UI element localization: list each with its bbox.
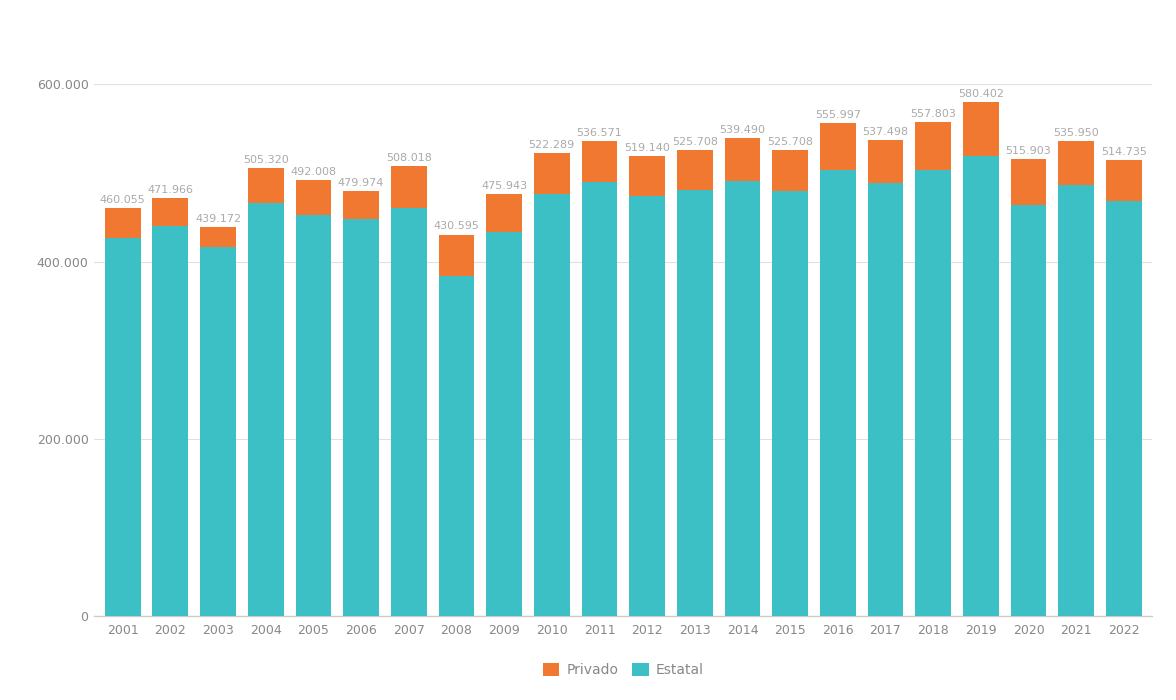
Bar: [963, 102, 998, 156]
Bar: [773, 150, 808, 190]
Bar: [486, 232, 522, 616]
Bar: [534, 195, 569, 616]
Bar: [153, 226, 188, 616]
Bar: [582, 182, 617, 616]
Bar: [1105, 202, 1142, 616]
Text: 536.571: 536.571: [576, 127, 622, 137]
Bar: [963, 156, 998, 616]
Bar: [1058, 141, 1094, 186]
Bar: [153, 198, 188, 226]
Bar: [534, 153, 569, 195]
Bar: [248, 168, 283, 203]
Text: 508.018: 508.018: [386, 153, 432, 163]
Text: 537.498: 537.498: [862, 127, 909, 136]
Text: 525.708: 525.708: [671, 137, 717, 147]
Text: 479.974: 479.974: [338, 178, 385, 188]
Bar: [295, 180, 332, 215]
Text: 519.140: 519.140: [624, 143, 670, 153]
Legend: Privado, Estatal: Privado, Estatal: [537, 658, 709, 682]
Bar: [820, 123, 856, 170]
Bar: [295, 215, 332, 616]
Text: 514.735: 514.735: [1101, 147, 1147, 157]
Bar: [439, 276, 474, 616]
Bar: [820, 170, 856, 616]
Bar: [915, 122, 951, 170]
Text: 505.320: 505.320: [242, 155, 288, 165]
Bar: [486, 195, 522, 232]
Bar: [677, 150, 713, 190]
Bar: [773, 190, 808, 616]
Text: 515.903: 515.903: [1005, 146, 1051, 156]
Text: 522.289: 522.289: [529, 140, 575, 150]
Bar: [200, 248, 236, 616]
Text: 555.997: 555.997: [815, 111, 861, 120]
Bar: [582, 141, 617, 182]
Bar: [868, 183, 903, 616]
Bar: [390, 208, 427, 616]
Text: 460.055: 460.055: [100, 195, 146, 205]
Text: 525.708: 525.708: [767, 137, 813, 147]
Bar: [724, 181, 761, 616]
Bar: [248, 203, 283, 616]
Text: 492.008: 492.008: [290, 167, 336, 177]
Bar: [1058, 186, 1094, 616]
Bar: [915, 170, 951, 616]
Bar: [677, 190, 713, 616]
Text: 557.803: 557.803: [910, 108, 956, 119]
Text: 471.966: 471.966: [147, 185, 193, 195]
Bar: [105, 209, 141, 238]
Text: 430.595: 430.595: [434, 221, 480, 232]
Bar: [629, 156, 664, 196]
Bar: [1105, 160, 1142, 202]
Text: 535.950: 535.950: [1054, 128, 1100, 138]
Text: 539.490: 539.490: [720, 125, 766, 135]
Bar: [200, 227, 236, 248]
Bar: [868, 140, 903, 183]
Text: 439.172: 439.172: [195, 214, 241, 224]
Bar: [439, 234, 474, 276]
Text: 475.943: 475.943: [481, 181, 527, 191]
Bar: [105, 238, 141, 616]
Bar: [390, 166, 427, 208]
Bar: [724, 138, 761, 181]
Bar: [629, 196, 664, 616]
Text: 580.402: 580.402: [957, 89, 1004, 99]
Bar: [343, 191, 379, 219]
Bar: [1010, 159, 1047, 205]
Bar: [343, 219, 379, 616]
Bar: [1010, 205, 1047, 616]
